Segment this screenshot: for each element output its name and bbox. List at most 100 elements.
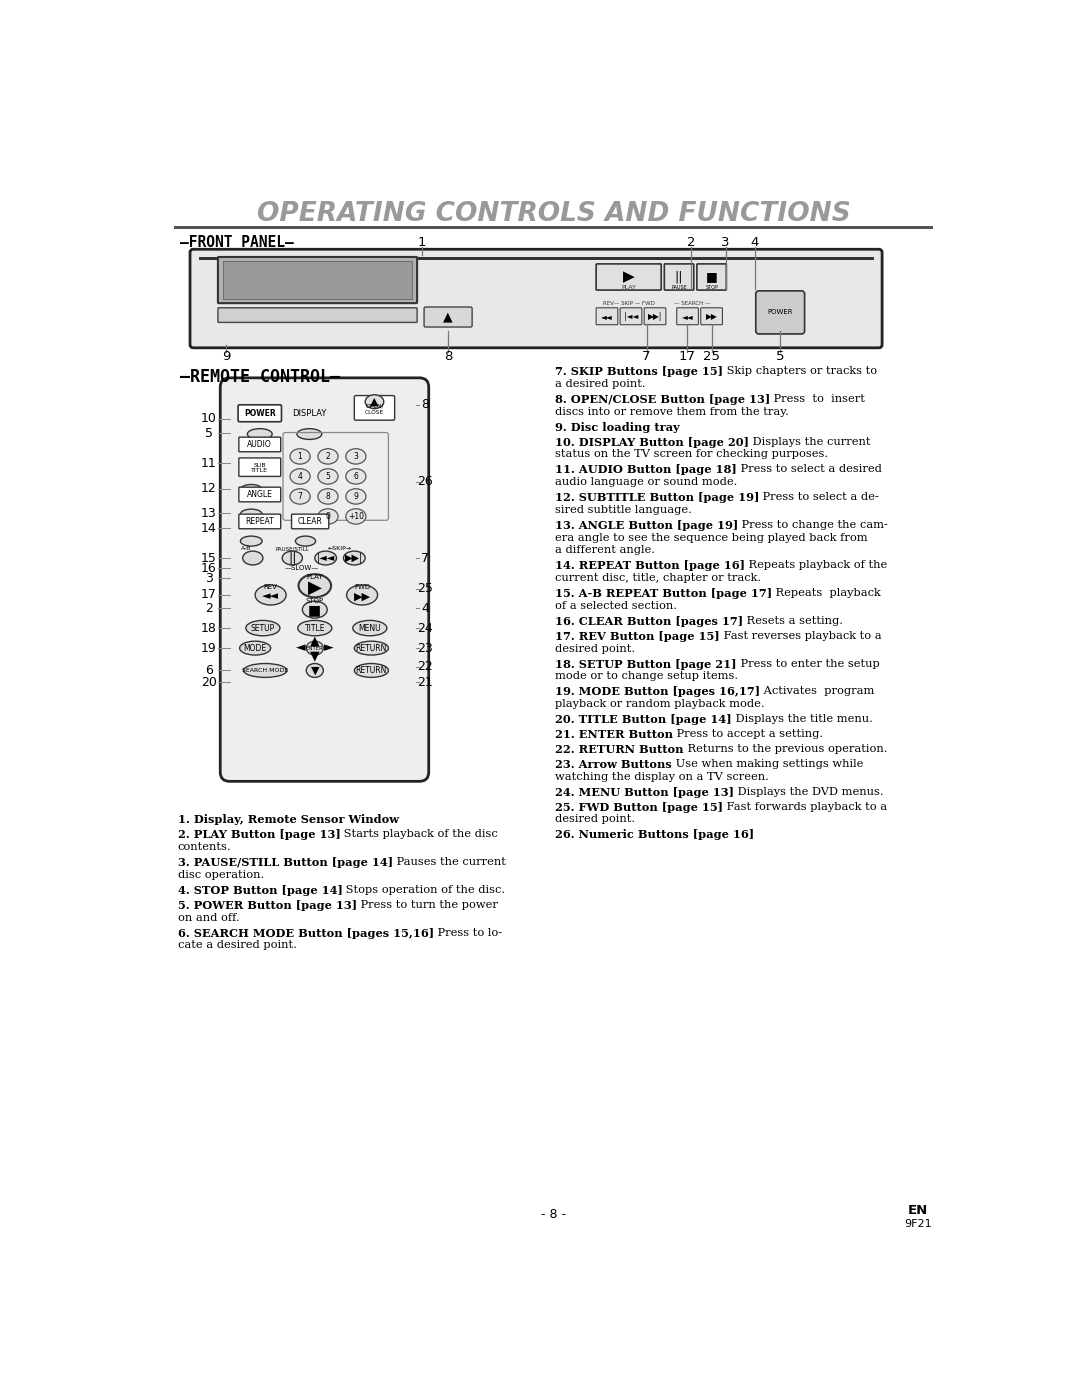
Text: 20: 20: [201, 676, 217, 689]
Ellipse shape: [307, 641, 323, 655]
Text: A-B: A-B: [241, 546, 251, 552]
Text: Skip chapters or tracks to: Skip chapters or tracks to: [723, 366, 877, 376]
Text: Stops operation of the disc.: Stops operation of the disc.: [342, 884, 505, 895]
Text: 18. SETUP Button [page 21]: 18. SETUP Button [page 21]: [555, 658, 737, 669]
Text: ▶▶: ▶▶: [705, 312, 717, 321]
Text: 1: 1: [298, 451, 302, 461]
Ellipse shape: [318, 509, 338, 524]
Ellipse shape: [241, 509, 262, 520]
FancyBboxPatch shape: [218, 257, 417, 303]
Text: 19: 19: [201, 641, 216, 655]
Ellipse shape: [291, 448, 310, 464]
Text: Press to accept a setting.: Press to accept a setting.: [673, 729, 823, 739]
Text: OPEN/
CLOSE: OPEN/ CLOSE: [365, 404, 384, 415]
FancyBboxPatch shape: [239, 458, 281, 476]
Text: 25: 25: [417, 583, 433, 595]
Text: watching the display on a TV screen.: watching the display on a TV screen.: [555, 771, 769, 782]
Text: - 8 -: - 8 -: [541, 1208, 566, 1221]
Ellipse shape: [298, 574, 332, 598]
Text: ←SKIP→: ←SKIP→: [327, 546, 352, 552]
Text: ◄: ◄: [296, 641, 306, 655]
Text: PAUSE/STILL: PAUSE/STILL: [275, 546, 309, 552]
Text: ►: ►: [324, 641, 334, 655]
Ellipse shape: [243, 550, 262, 564]
Text: CLEAR: CLEAR: [298, 517, 323, 525]
Text: 15: 15: [201, 552, 217, 564]
Text: 3: 3: [721, 236, 730, 249]
Text: 15. A-B REPEAT Button [page 17]: 15. A-B REPEAT Button [page 17]: [555, 588, 772, 599]
Text: 4: 4: [421, 602, 429, 615]
Ellipse shape: [347, 585, 378, 605]
Text: mode or to change setup items.: mode or to change setup items.: [555, 671, 738, 682]
Text: RETURN: RETURN: [355, 644, 387, 652]
Text: 13. ANGLE Button [page 19]: 13. ANGLE Button [page 19]: [555, 520, 739, 531]
Ellipse shape: [291, 489, 310, 504]
Text: sired subtitle language.: sired subtitle language.: [555, 504, 692, 515]
FancyBboxPatch shape: [190, 249, 882, 348]
Text: 3. PAUSE/STILL Button [page 14]: 3. PAUSE/STILL Button [page 14]: [177, 858, 393, 868]
FancyBboxPatch shape: [239, 514, 281, 529]
Text: Use when making settings while: Use when making settings while: [672, 759, 863, 768]
Text: ENTER: ENTER: [306, 645, 324, 651]
Text: 21: 21: [417, 676, 433, 689]
FancyBboxPatch shape: [644, 307, 666, 324]
Text: ||: ||: [675, 271, 684, 284]
FancyBboxPatch shape: [239, 437, 281, 451]
Text: Press to select a de-: Press to select a de-: [759, 492, 879, 502]
Text: 7: 7: [643, 349, 651, 363]
Ellipse shape: [346, 489, 366, 504]
Text: ▲: ▲: [443, 310, 453, 324]
Text: Repeats playback of the: Repeats playback of the: [745, 560, 888, 570]
Text: REPEAT: REPEAT: [245, 517, 274, 525]
Text: desired point.: desired point.: [555, 644, 635, 654]
Text: ▶▶|: ▶▶|: [648, 312, 662, 321]
Text: RETURN: RETURN: [355, 666, 387, 675]
FancyBboxPatch shape: [292, 514, 328, 529]
Text: —REMOTE CONTROL—: —REMOTE CONTROL—: [180, 367, 340, 386]
Text: 10: 10: [201, 412, 217, 425]
Text: 7: 7: [421, 552, 429, 564]
Text: —FRONT PANEL—: —FRONT PANEL—: [180, 235, 294, 250]
Ellipse shape: [241, 485, 262, 495]
Text: TITLE: TITLE: [305, 623, 325, 633]
Text: 1: 1: [418, 236, 426, 249]
Ellipse shape: [255, 585, 286, 605]
Text: 2: 2: [687, 236, 696, 249]
Ellipse shape: [243, 664, 287, 678]
Text: ▶▶: ▶▶: [353, 591, 370, 602]
Ellipse shape: [240, 641, 271, 655]
Text: 2: 2: [205, 602, 213, 615]
Text: POWER: POWER: [767, 309, 793, 316]
Text: 24. MENU Button [page 13]: 24. MENU Button [page 13]: [555, 787, 734, 798]
Text: 2. PLAY Button [page 13]: 2. PLAY Button [page 13]: [177, 830, 340, 841]
Text: ■: ■: [705, 271, 717, 284]
FancyBboxPatch shape: [596, 264, 661, 291]
Text: 8: 8: [444, 349, 453, 363]
Text: 3: 3: [353, 451, 359, 461]
Text: a desired point.: a desired point.: [555, 379, 646, 388]
Text: 5: 5: [204, 427, 213, 440]
Ellipse shape: [314, 550, 337, 564]
Ellipse shape: [298, 620, 332, 636]
FancyBboxPatch shape: [222, 261, 413, 299]
Text: SETUP: SETUP: [251, 623, 275, 633]
Text: 8: 8: [325, 492, 330, 502]
Text: 17: 17: [201, 588, 217, 602]
Text: 6. SEARCH MODE Button [pages 15,16]: 6. SEARCH MODE Button [pages 15,16]: [177, 928, 434, 939]
Text: 19. MODE Button [pages 16,17]: 19. MODE Button [pages 16,17]: [555, 686, 760, 697]
Text: 8: 8: [421, 398, 429, 411]
Text: 22: 22: [417, 661, 433, 673]
Text: Press to change the cam-: Press to change the cam-: [739, 520, 888, 529]
Text: 9. Disc loading tray: 9. Disc loading tray: [555, 422, 679, 433]
Text: Displays the title menu.: Displays the title menu.: [731, 714, 873, 724]
Ellipse shape: [354, 641, 389, 655]
Text: 26. Numeric Buttons [page 16]: 26. Numeric Buttons [page 16]: [555, 830, 754, 841]
Text: 25. FWD Button [page 15]: 25. FWD Button [page 15]: [555, 802, 723, 813]
Text: 5: 5: [325, 472, 330, 481]
Ellipse shape: [318, 469, 338, 485]
Text: SEARCH MODE: SEARCH MODE: [242, 668, 288, 673]
Text: |◄◄: |◄◄: [624, 312, 638, 321]
Text: a different angle.: a different angle.: [555, 545, 656, 556]
Text: Resets a setting.: Resets a setting.: [743, 616, 843, 626]
Text: +10: +10: [348, 511, 364, 521]
